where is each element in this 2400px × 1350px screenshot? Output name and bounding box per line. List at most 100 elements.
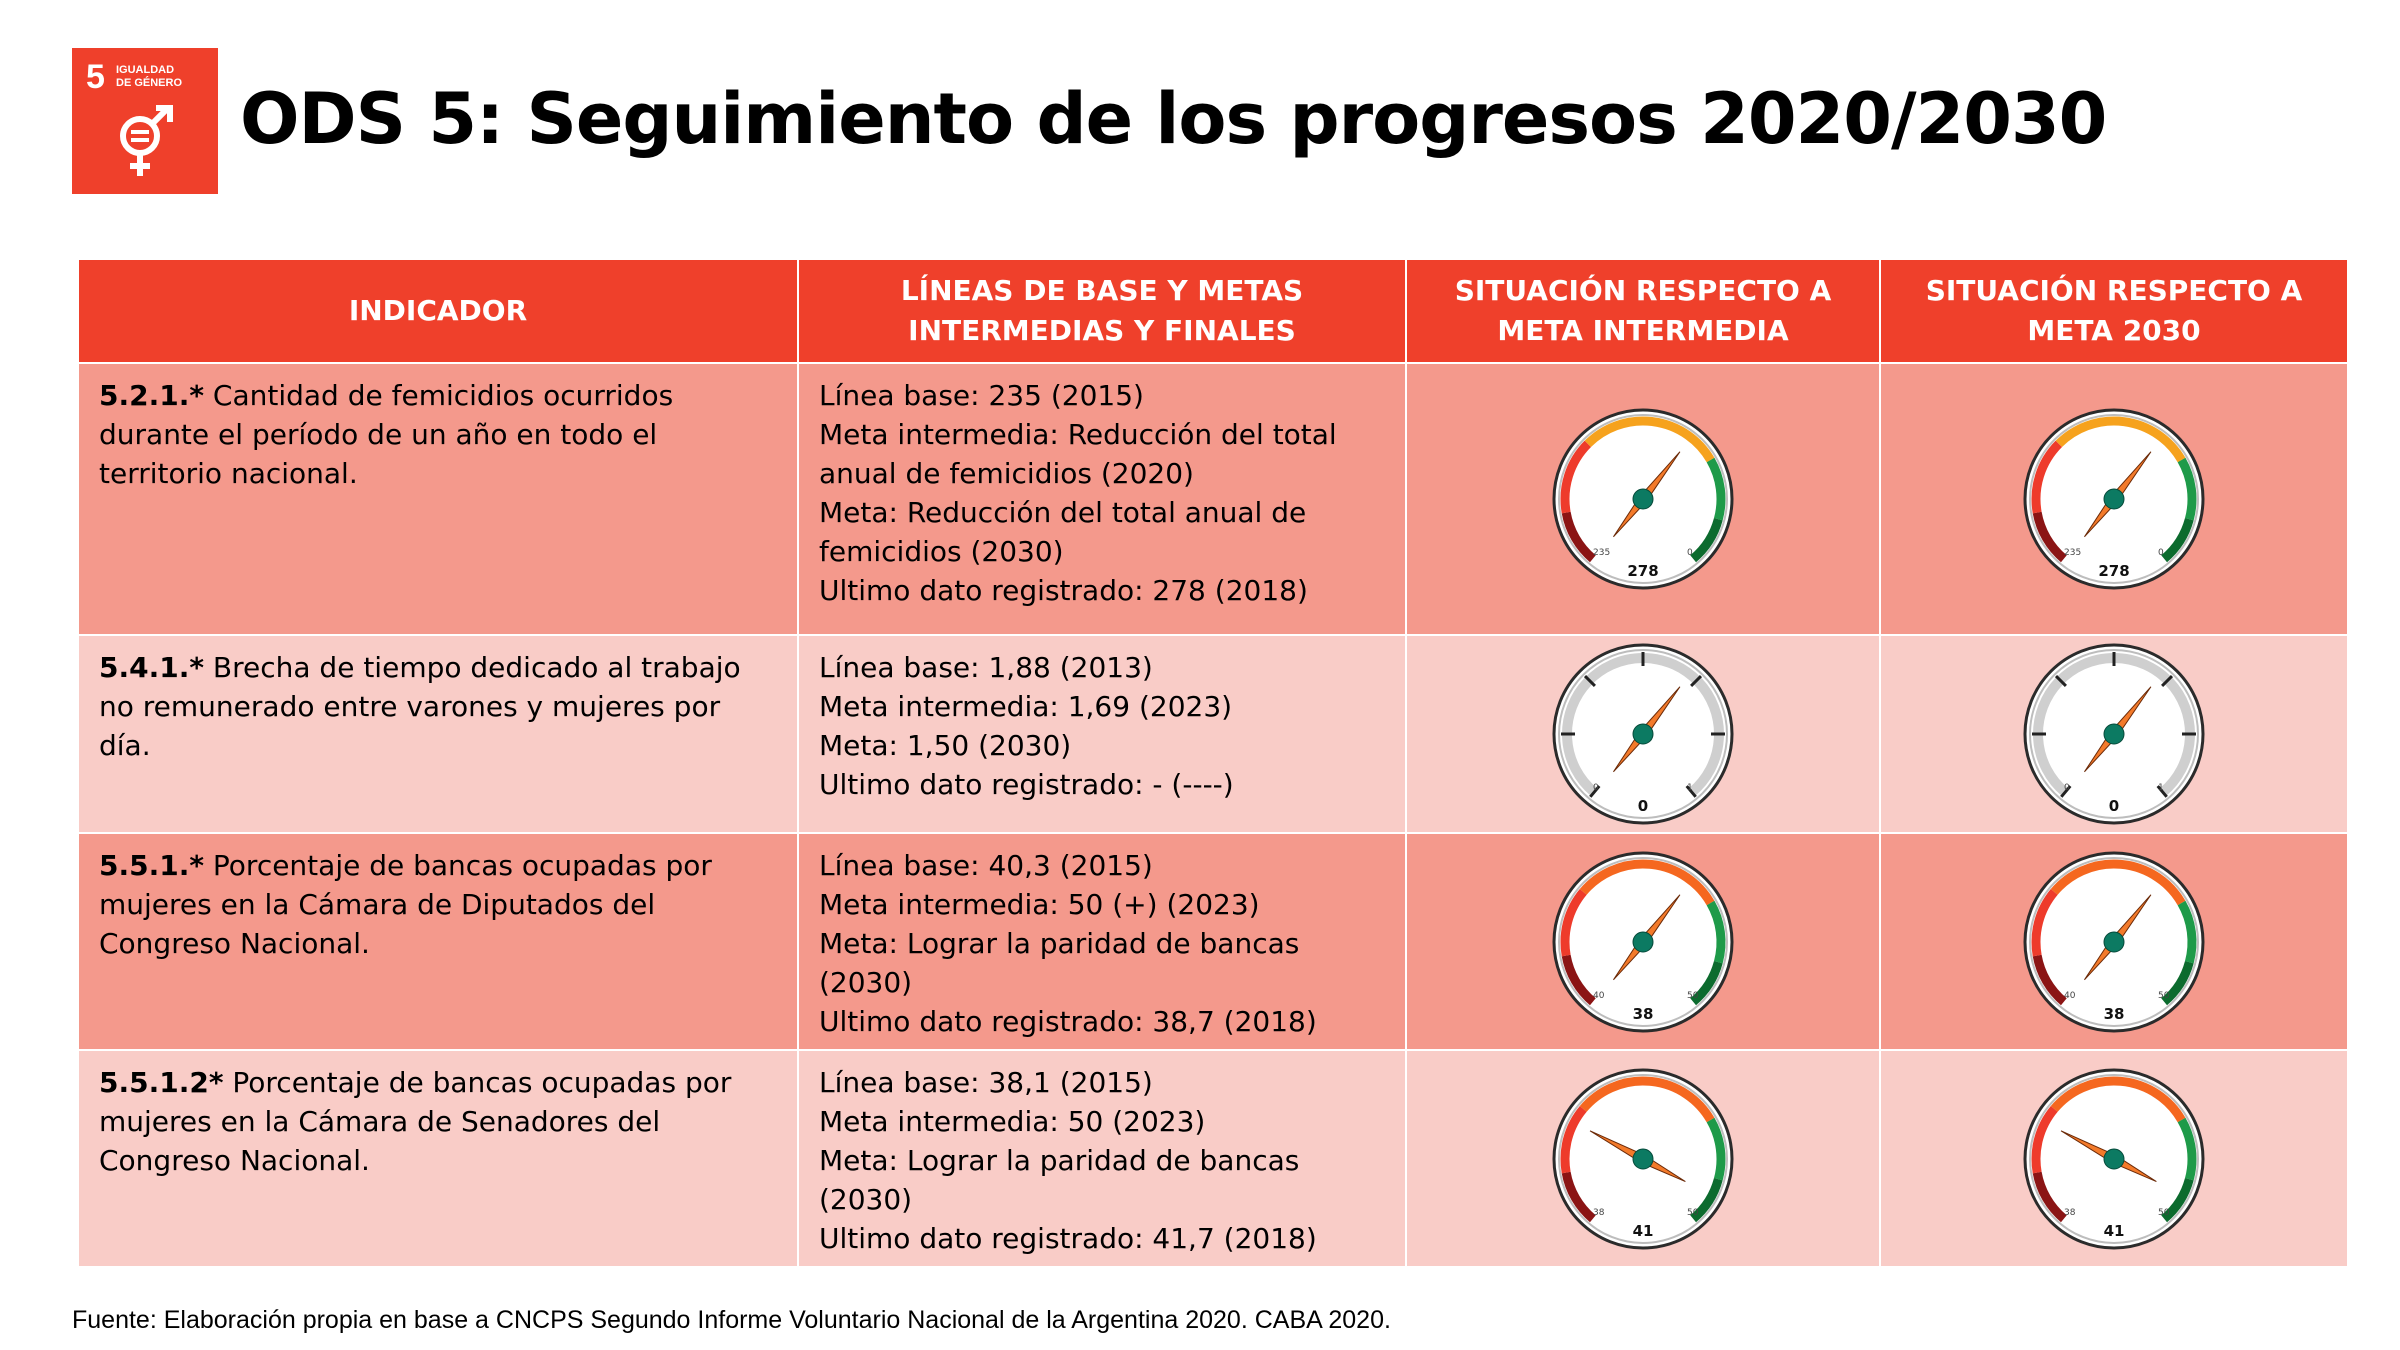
gauge-max-label: 0	[1687, 548, 1693, 558]
gauge-cell-intermediate: 40 50 38	[1405, 832, 1881, 1051]
gauge-tick	[2054, 674, 2067, 687]
gauge-tick	[1589, 785, 1601, 798]
gauge-band	[2177, 1117, 2197, 1180]
table-row: 5.5.1.2* Porcentaje de bancas ocupadas p…	[77, 1049, 2349, 1268]
gauge-band	[1706, 457, 1726, 521]
gauge-dial: 40 50 38	[1552, 851, 1734, 1032]
gauge-dial: 40 50 38	[2023, 851, 2205, 1032]
header-baselines: LÍNEAS DE BASE Y METAS INTERMEDIAS Y FIN…	[797, 258, 1407, 364]
gauge-tick	[2161, 674, 2174, 687]
last-data-line: Ultimo dato registrado: 38,7 (2018)	[819, 1005, 1317, 1038]
gauge-min-label: 40	[2064, 991, 2076, 1001]
intermediate-goal-line: Meta intermedia: 1,69 (2023)	[819, 690, 1233, 723]
gauge-max-label: 50	[1687, 991, 1699, 1001]
indicator-code: 5.4.1.*	[99, 651, 204, 684]
gauge-value: 38	[1633, 1005, 1654, 1023]
gauge-tick	[1685, 785, 1697, 798]
final-goal-line: Meta: 1,50 (2030)	[819, 729, 1072, 762]
gauge-dial: 235 0 278	[2023, 408, 2205, 590]
gauge-cell-intermediate: 0 1 0	[1405, 634, 1881, 834]
indicator-code: 5.5.1.*	[99, 849, 204, 882]
baseline-cell: Línea base: 1,88 (2013) Meta intermedia:…	[797, 634, 1407, 834]
gauge-rim	[2029, 649, 2199, 819]
gauge-band	[2177, 900, 2197, 963]
gauge-value: 38	[2104, 1005, 2125, 1023]
gauge-band	[2032, 954, 2067, 1005]
gauge-min-label: 38	[2064, 1208, 2076, 1218]
gauge-min-label: 0	[1593, 783, 1599, 793]
header-2030-status: SITUACIÓN RESPECTO A META 2030	[1879, 258, 2349, 364]
table-header-row: INDICADOR LÍNEAS DE BASE Y METAS INTERME…	[77, 258, 2349, 364]
intermediate-goal-line: Meta intermedia: 50 (+) (2023)	[819, 888, 1260, 921]
baseline-line: Línea base: 38,1 (2015)	[819, 1066, 1153, 1099]
gauge-band	[2032, 1171, 2067, 1222]
gauge-max-label: 50	[1687, 1208, 1699, 1218]
gauge-dial: 38 50 41	[2023, 1068, 2205, 1249]
gauge-hub	[2103, 723, 2125, 745]
gauge-tick	[2156, 785, 2168, 798]
gauge-max-label: 50	[2158, 991, 2170, 1001]
gauge-band	[1579, 1076, 1715, 1122]
gauge-min-label: 235	[2064, 548, 2081, 558]
progress-table: INDICADOR LÍNEAS DE BASE Y METAS INTERME…	[77, 258, 2349, 1268]
gauge-dial: 235 0 278	[1552, 408, 1734, 590]
gauge-min-label: 235	[1593, 548, 1610, 558]
gauge-band	[2031, 1105, 2058, 1173]
gauge-rim	[2029, 414, 2199, 584]
intermediate-goal-line: Meta intermedia: Reducción del total anu…	[819, 418, 1337, 490]
indicator-text: Porcentaje de bancas ocupadas por mujere…	[99, 849, 712, 960]
gauge-band	[2050, 859, 2186, 905]
last-data-line: Ultimo dato registrado: 41,7 (2018)	[819, 1222, 1317, 1255]
gauge-band	[1560, 440, 1592, 514]
gauge-value: 278	[2098, 562, 2129, 580]
gauge-value: 41	[1633, 1222, 1654, 1240]
baseline-line: Línea base: 40,3 (2015)	[819, 849, 1153, 882]
gauge-max-label: 0	[2158, 548, 2164, 558]
gauge-band	[2031, 440, 2063, 514]
gauge-rim	[1558, 414, 1728, 584]
gauge-band	[1690, 517, 1723, 563]
gauge-hub	[1632, 723, 1654, 745]
gauge-band	[1584, 416, 1715, 463]
gauge-min-label: 40	[1593, 991, 1605, 1001]
gauge-dial: 0 1 0	[2023, 643, 2205, 825]
indicator-code: 5.2.1.*	[99, 379, 204, 412]
table-row: 5.5.1.* Porcentaje de bancas ocupadas po…	[77, 832, 2349, 1051]
gauge-band	[1561, 511, 1596, 563]
gauge-rim	[1558, 649, 1728, 819]
gauge-band	[2032, 511, 2067, 563]
header-intermediate-status: SITUACIÓN RESPECTO A META INTERMEDIA	[1405, 258, 1881, 364]
logo-number: 5	[86, 58, 105, 96]
gauge-band	[2177, 457, 2197, 521]
gender-equality-icon	[120, 105, 173, 176]
baseline-cell: Línea base: 38,1 (2015) Meta intermedia:…	[797, 1049, 1407, 1268]
baseline-line: Línea base: 235 (2015)	[819, 379, 1144, 412]
gauge-tick	[1583, 674, 1596, 687]
baseline-cell: Línea base: 235 (2015) Meta intermedia: …	[797, 362, 1407, 636]
gauge-cell-intermediate: 235 0 278	[1405, 362, 1881, 636]
gauge-hub	[2103, 1148, 2125, 1169]
gauge-value: 41	[2104, 1222, 2125, 1240]
indicator-text: Porcentaje de bancas ocupadas por mujere…	[99, 1066, 732, 1177]
gauge-hub	[1632, 488, 1654, 510]
gauge-max-label: 1	[2158, 783, 2164, 793]
gauge-band	[1690, 1177, 1723, 1222]
gauge-cell-intermediate: 38 50 41	[1405, 1049, 1881, 1268]
gauge-cell-2030: 38 50 41	[1879, 1049, 2349, 1268]
baseline-cell: Línea base: 40,3 (2015) Meta intermedia:…	[797, 832, 1407, 1051]
gauge-cell-2030: 235 0 278	[1879, 362, 2349, 636]
gauge-hub	[2103, 488, 2125, 510]
table-row: 5.2.1.* Cantidad de femicidios ocurridos…	[77, 362, 2349, 636]
logo-label: IGUALDAD DE GÉNERO	[116, 64, 183, 89]
table-row: 5.4.1.* Brecha de tiempo dedicado al tra…	[77, 634, 2349, 834]
gauge-hub	[2103, 931, 2125, 952]
last-data-line: Ultimo dato registrado: - (----)	[819, 768, 1234, 801]
gauge-band	[1706, 1117, 1726, 1180]
gauge-min-label: 0	[2064, 783, 2070, 793]
gauge-band	[1706, 900, 1726, 963]
gauge-rim	[2029, 1073, 2199, 1244]
gauge-tick	[2060, 785, 2072, 798]
indicator-cell: 5.5.1.* Porcentaje de bancas ocupadas po…	[77, 832, 799, 1051]
gauge-value: 0	[2109, 797, 2119, 815]
gauge-value: 278	[1627, 562, 1658, 580]
